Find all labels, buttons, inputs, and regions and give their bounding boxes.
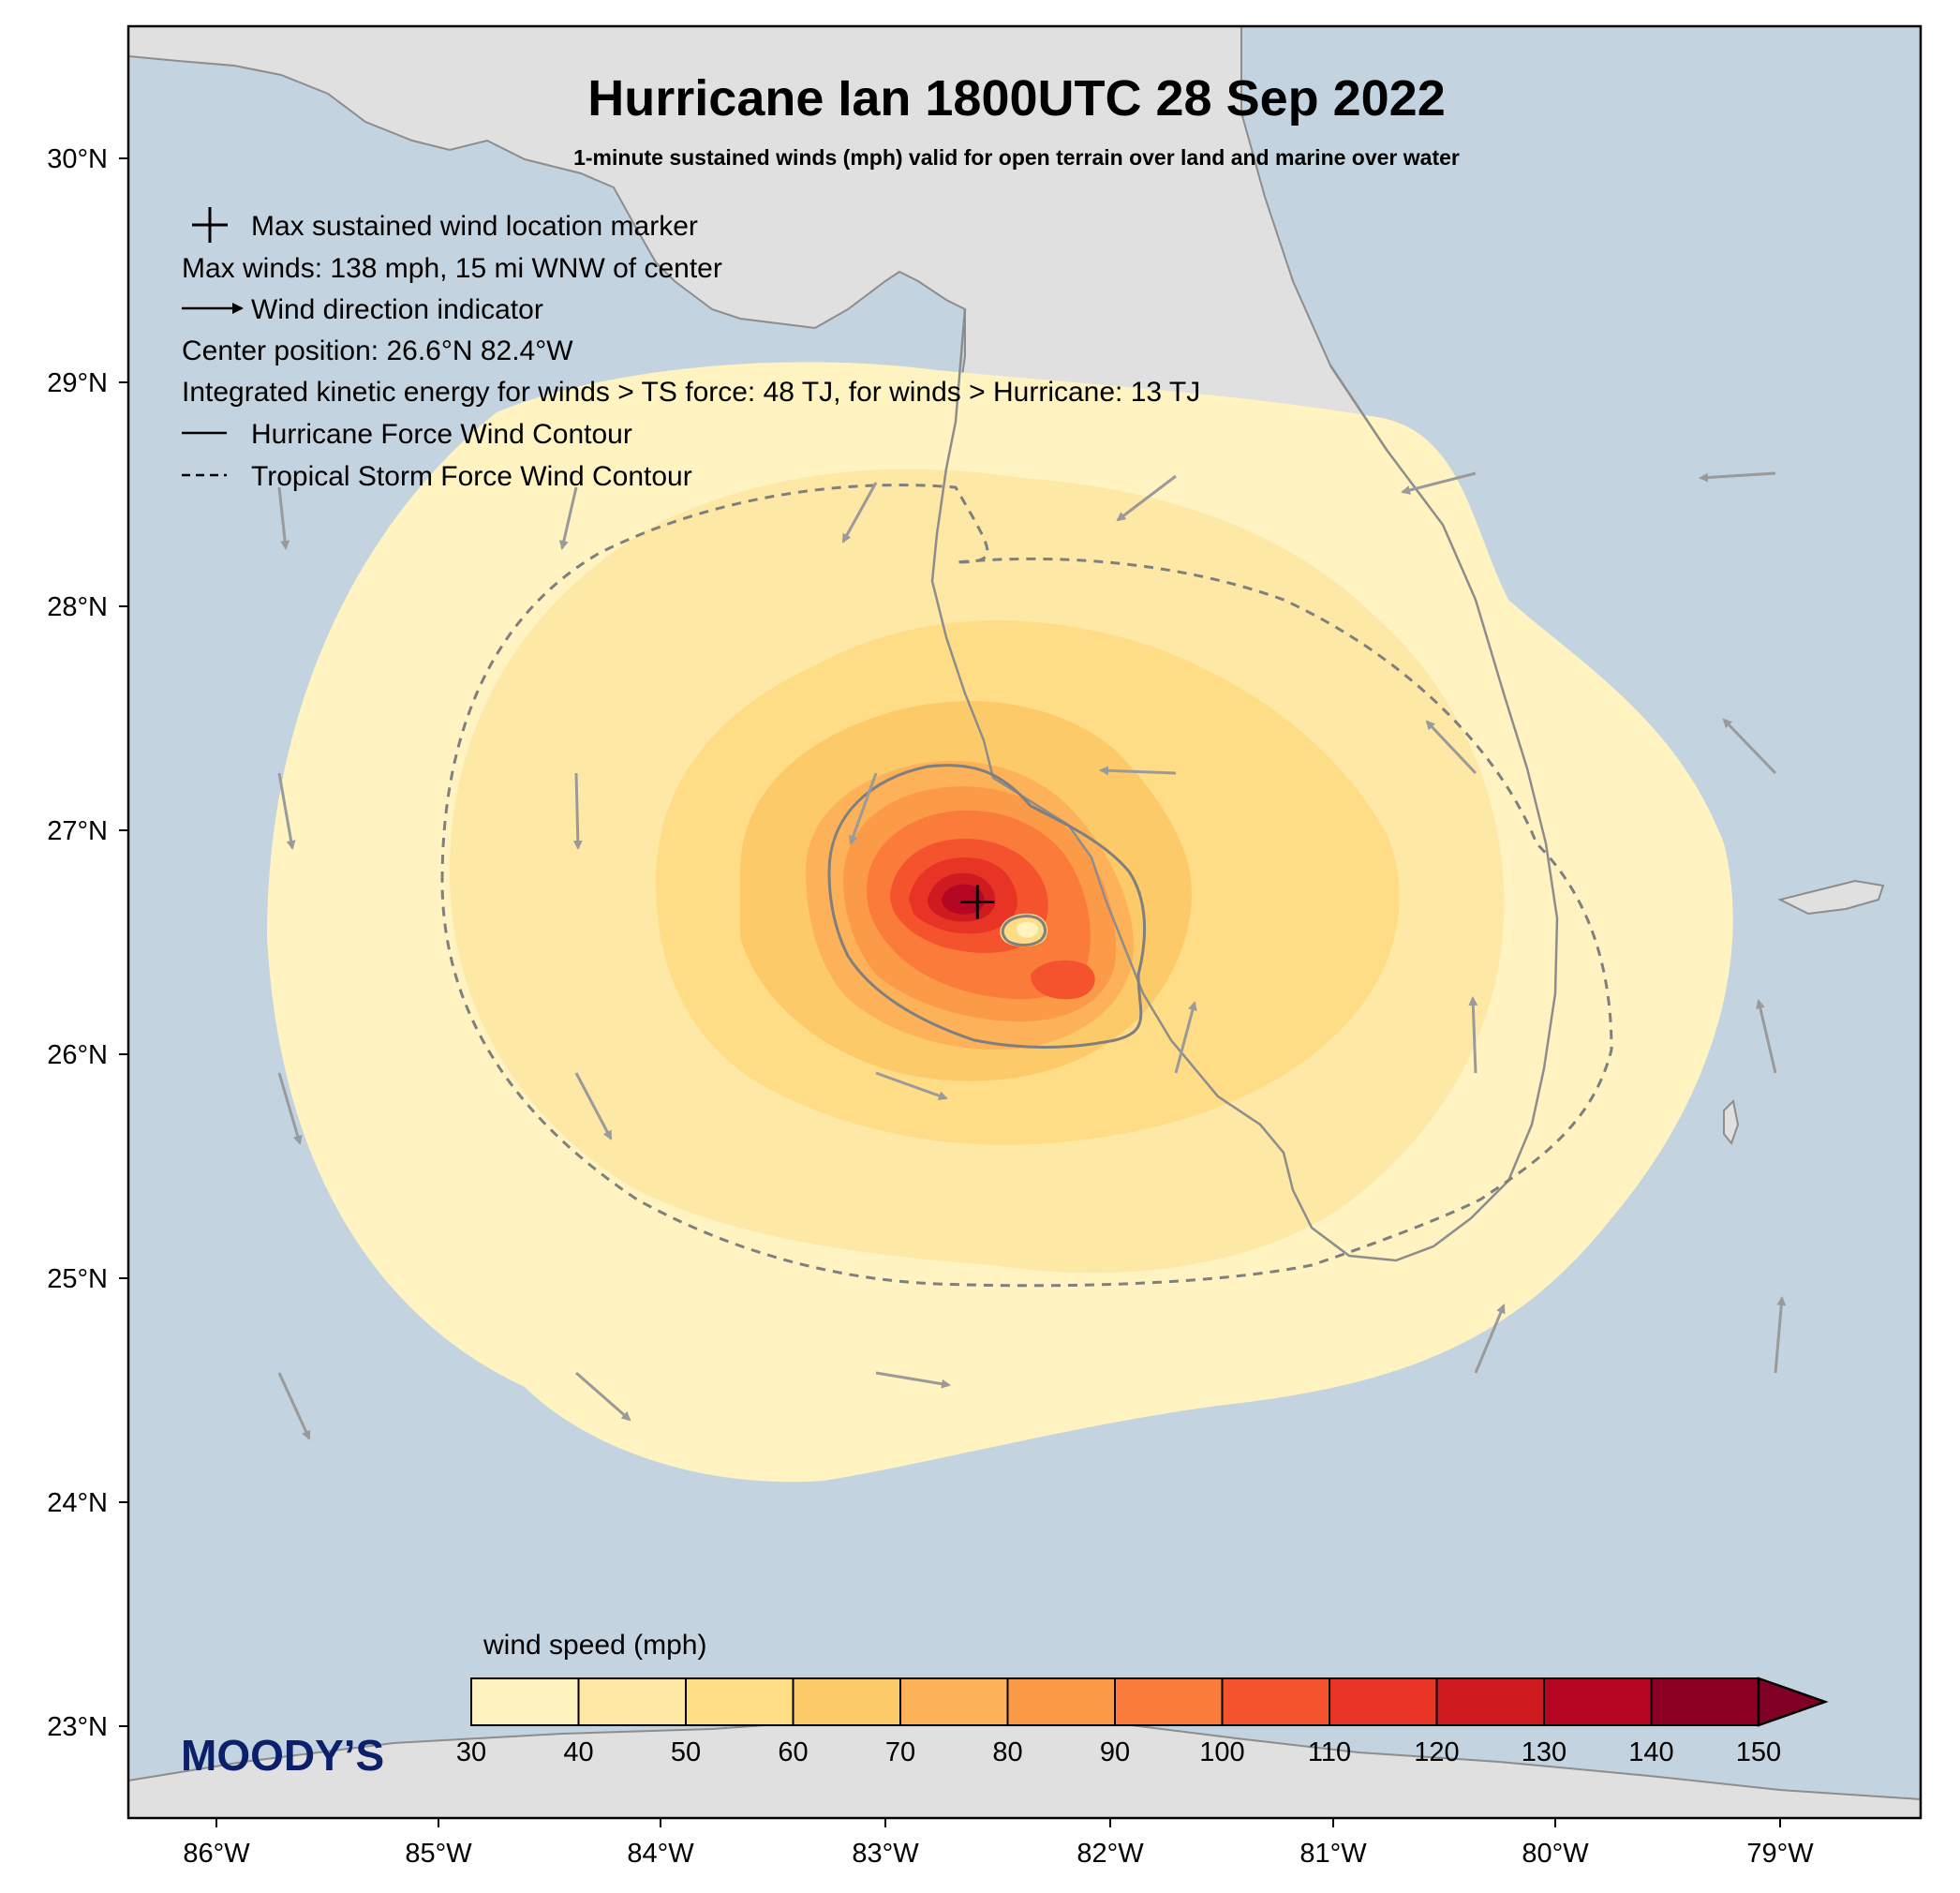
wind-arrow	[574, 1072, 613, 1140]
lon-label: 85°W	[405, 1839, 472, 1869]
eye-center	[1017, 921, 1038, 938]
wind-arrow	[277, 1372, 311, 1440]
wind-arrow	[1699, 471, 1776, 483]
moodys-logo: MOODY’S	[181, 1731, 384, 1780]
lon-label: 80°W	[1522, 1839, 1589, 1869]
colorbar-cell	[1435, 1677, 1545, 1726]
legend-center-position: Center position: 26.6°N 82.4°W	[182, 335, 573, 366]
max-wind-marker-symbol	[192, 207, 228, 243]
lon-label: 84°W	[627, 1839, 694, 1869]
wind-arrow	[1722, 718, 1777, 775]
tropical-storm-force-contour	[440, 484, 1613, 1288]
wind-swath	[267, 362, 1733, 1483]
colorbar-cell	[1221, 1677, 1330, 1726]
colorbar: wind speed (mph) 30 40 50 60 70 80 90 100 110 120…	[456, 1630, 1829, 1767]
longitude-axis: 86°W 85°W 84°W 83°W 82°W 81°W 80°W 79°W	[183, 1818, 1814, 1869]
wind-arrow	[558, 486, 578, 550]
legend-hurricane-contour: Hurricane Force Wind Contour	[251, 419, 632, 450]
wind-arrow	[1755, 999, 1777, 1074]
wind-arrow	[875, 1371, 951, 1389]
lat-label: 25°N	[47, 1264, 108, 1294]
legend-marker-text: Max sustained wind location marker	[251, 211, 698, 242]
wind-band-130-140	[942, 884, 985, 915]
colorbar-tick-label: 30	[456, 1737, 486, 1767]
colorbar-cell	[685, 1677, 794, 1726]
lat-label: 29°N	[47, 368, 108, 398]
hurricane-force-contour	[827, 764, 1146, 1049]
lat-label: 24°N	[47, 1488, 108, 1518]
colorbar-extend-arrow	[1757, 1677, 1829, 1727]
lat-label: 27°N	[47, 816, 108, 846]
legend-ts-contour: Tropical Storm Force Wind Contour	[251, 461, 692, 492]
plot-frame	[126, 24, 1923, 1820]
bahamas-south	[1723, 1098, 1740, 1146]
lon-label: 82°W	[1077, 1839, 1144, 1869]
wind-arrow	[1174, 1001, 1197, 1074]
colorbar-tick-label: 70	[885, 1737, 915, 1767]
colorbar-cell	[792, 1677, 901, 1726]
map-subtitle: 1-minute sustained winds (mph) valid for…	[573, 145, 1460, 170]
colorbar-cell	[1006, 1677, 1116, 1726]
colorbar-tick-label: 130	[1522, 1737, 1567, 1767]
colorbar-cells	[470, 1677, 1760, 1726]
wind-arrow	[575, 1371, 631, 1422]
colorbar-tick-label: 100	[1199, 1737, 1244, 1767]
colorbar-cell	[899, 1677, 1009, 1726]
colorbar-cell	[1114, 1677, 1224, 1726]
colorbar-tick-label: 120	[1414, 1737, 1459, 1767]
legend: Max sustained wind location marker Max w…	[182, 207, 1200, 492]
wind-arrow	[1099, 766, 1177, 776]
lat-label: 26°N	[47, 1040, 108, 1070]
wind-arrow	[277, 1072, 303, 1145]
colorbar-tick-label: 80	[992, 1737, 1022, 1767]
colorbar-label: wind speed (mph)	[483, 1630, 706, 1661]
wind-arrow	[1425, 720, 1477, 775]
wind-arrow	[875, 1071, 948, 1100]
wind-arrow	[1468, 996, 1478, 1074]
map-plot-area	[128, 26, 1921, 1818]
wind-arrow	[1474, 1304, 1506, 1374]
lon-label: 79°W	[1746, 1839, 1814, 1869]
legend-arrow-text: Wind direction indicator	[251, 294, 543, 325]
colorbar-cell	[577, 1677, 687, 1726]
colorbar-cell	[1543, 1677, 1653, 1726]
wind-arrow	[1401, 471, 1477, 495]
colorbar-cell	[1329, 1677, 1438, 1726]
wind-arrow	[1116, 474, 1177, 522]
wind-arrow	[277, 486, 290, 550]
colorbar-tick-label: 40	[563, 1737, 593, 1767]
eye-contour	[1001, 915, 1047, 946]
colorbar-tick-label: 140	[1628, 1737, 1673, 1767]
colorbar-tick-label: 150	[1736, 1737, 1781, 1767]
legend-max-winds: Max winds: 138 mph, 15 mi WNW of center	[182, 253, 722, 284]
latitude-axis: 30°N 29°N 28°N 27°N 26°N 25°N 24°N 23°N	[47, 144, 128, 1742]
coastline	[930, 308, 1559, 1262]
wind-arrow	[277, 772, 296, 850]
lon-label: 83°W	[852, 1839, 919, 1869]
max-wind-location-marker	[960, 885, 995, 919]
wind-arrow	[849, 772, 878, 845]
wind-contours	[440, 484, 1613, 1288]
lon-label: 81°W	[1299, 1839, 1367, 1869]
wind-arrow	[1774, 1296, 1787, 1374]
wind-arrow	[841, 482, 878, 544]
wind-arrow	[572, 772, 583, 850]
colorbar-tick-label: 50	[671, 1737, 701, 1767]
lat-label: 23°N	[47, 1712, 108, 1742]
lon-label: 86°W	[183, 1839, 250, 1869]
wind-direction-arrows	[277, 471, 1787, 1440]
colorbar-cell	[470, 1677, 580, 1726]
lat-label: 30°N	[47, 144, 108, 174]
lat-label: 28°N	[47, 592, 108, 622]
legend-ike: Integrated kinetic energy for winds > TS…	[182, 377, 1200, 408]
colorbar-tick-label: 90	[1100, 1737, 1130, 1767]
colorbar-ticks: 30 40 50 60 70 80 90 100 110 120 130 140 150	[456, 1737, 1781, 1767]
colorbar-cell	[1650, 1677, 1760, 1726]
bahamas-islands	[1777, 879, 1885, 916]
colorbar-tick-label: 60	[778, 1737, 808, 1767]
wind-secondary-max	[1031, 960, 1095, 1000]
map-title: Hurricane Ian 1800UTC 28 Sep 2022	[587, 70, 1445, 127]
colorbar-tick-label: 110	[1308, 1737, 1351, 1767]
